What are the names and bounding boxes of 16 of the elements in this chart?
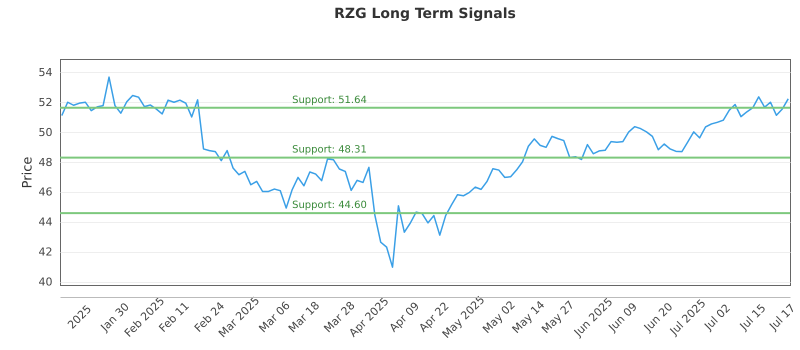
- y-axis-title: Price: [20, 156, 36, 188]
- chart-title: RZG Long Term Signals: [334, 6, 516, 22]
- y-tick-label: 54: [38, 66, 52, 79]
- y-tick-label: 42: [38, 246, 52, 259]
- x-tick-label: Jul 17: [766, 302, 798, 334]
- y-tick-label: 48: [38, 156, 52, 169]
- x-tick-label: Jul 15: [736, 302, 768, 334]
- y-tick-label: 52: [38, 96, 52, 109]
- ref-line-label: Support: 51.64: [292, 94, 367, 106]
- ref-line-label: Support: 48.31: [292, 144, 367, 156]
- ref-line-label: Support: 44.60: [292, 200, 367, 212]
- line-series: [61, 76, 789, 268]
- y-tick-label: 40: [38, 276, 52, 289]
- y-tick-label: 46: [38, 186, 52, 199]
- y-tick-label: 44: [38, 216, 52, 229]
- y-tick-label: 50: [38, 126, 52, 139]
